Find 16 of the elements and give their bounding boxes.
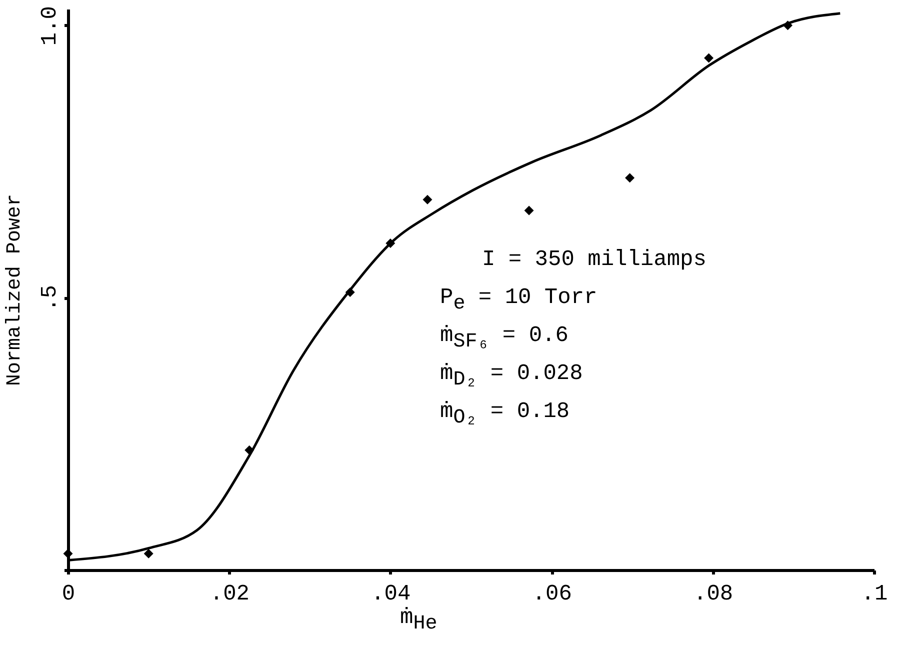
point xyxy=(63,548,73,558)
x-tick-label: .04 xyxy=(371,582,411,606)
x-tick-label: .1 xyxy=(861,582,888,606)
x-tick-label: 0 xyxy=(62,582,76,606)
point xyxy=(704,53,714,63)
y-axis-title: Normalized Power xyxy=(4,194,26,386)
point xyxy=(625,173,635,183)
x-tick-label: .06 xyxy=(532,582,572,606)
y-tick-label: 1.0 xyxy=(38,6,62,46)
point xyxy=(422,194,432,204)
x-tick-label: .08 xyxy=(693,582,734,606)
y-tick-label: .5 xyxy=(38,284,62,312)
annotation: I = 350 milliamps xyxy=(482,247,706,272)
point xyxy=(144,548,154,558)
point xyxy=(524,206,534,216)
x-tick-label: .02 xyxy=(210,582,250,606)
